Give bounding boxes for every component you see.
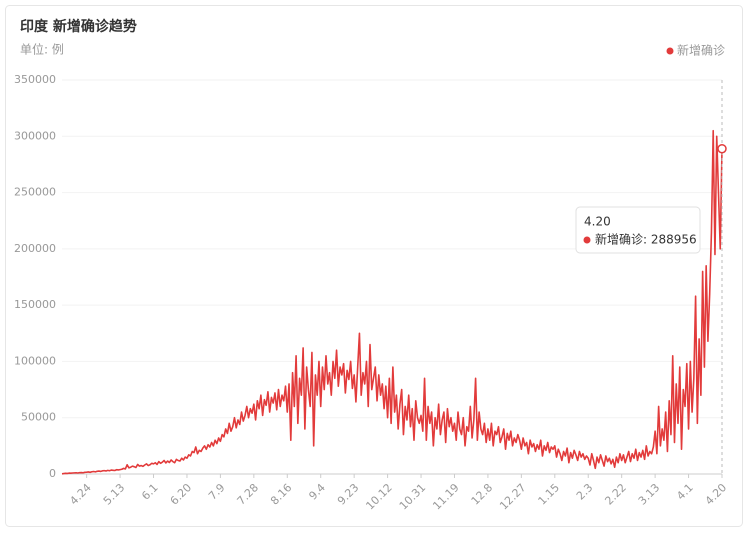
y-tick-label: 0	[49, 467, 56, 480]
y-tick-label: 350000	[14, 73, 56, 86]
tooltip-text: 新增确诊: 288956	[595, 232, 697, 247]
chart-title: 印度 新增确诊趋势	[20, 18, 137, 35]
series-line	[61, 129, 723, 475]
tooltip-marker	[583, 236, 591, 244]
hover-point	[717, 143, 727, 154]
chart-subtitle: 单位: 例	[20, 42, 64, 57]
legend[interactable]: 新增确诊	[666, 43, 726, 58]
tooltip-title: 4.20	[584, 215, 611, 229]
y-tick-label: 200000	[14, 242, 56, 255]
legend-marker	[666, 47, 674, 55]
y-tick-label: 150000	[14, 298, 56, 311]
tooltip-box	[575, 206, 701, 254]
y-tick-label: 250000	[14, 186, 56, 199]
y-tick-label: 100000	[14, 354, 56, 367]
card	[5, 5, 743, 527]
legend-label: 新增确诊	[677, 43, 725, 58]
y-tick-label: 300000	[14, 129, 56, 142]
y-tick-label: 50000	[21, 411, 56, 424]
